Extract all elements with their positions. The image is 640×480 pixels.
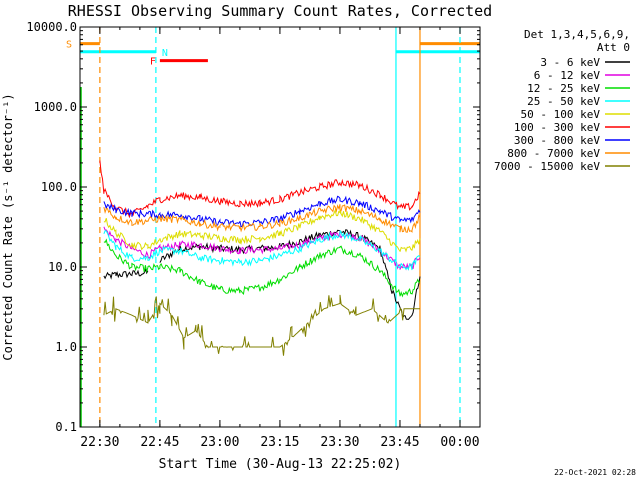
series-line-5 <box>99 160 421 219</box>
y-tick-label: 1000.0 <box>34 100 77 114</box>
legend-label: 12 - 25 keV <box>527 82 600 95</box>
y-tick-label: 10.0 <box>48 260 77 274</box>
x-tick-label: 22:30 <box>80 435 119 450</box>
series-line-7 <box>103 204 421 233</box>
series-line-6 <box>103 195 421 228</box>
x-axis-label: Start Time (30-Aug-13 22:25:02) <box>159 457 402 472</box>
legend-label: 3 - 6 keV <box>540 56 600 69</box>
x-tick-label: 23:00 <box>200 435 239 450</box>
y-axis: 10000.0 1000.0 100.0 10.0 1.0 0.1 <box>26 20 480 434</box>
legend-label: 100 - 300 keV <box>514 121 600 134</box>
series-lines <box>99 160 421 356</box>
y-axis-label: Corrected Count Rate (s⁻¹ detector⁻¹) <box>1 93 15 360</box>
flag-label: S <box>66 40 72 51</box>
x-tick-label: 00:00 <box>440 435 479 450</box>
vertical-markers <box>80 27 461 427</box>
legend-label: 50 - 100 keV <box>521 108 601 121</box>
y-tick-label: 1.0 <box>55 340 77 354</box>
x-tick-label: 22:45 <box>140 435 179 450</box>
series-line-8 <box>103 294 420 356</box>
x-tick-label: 23:15 <box>260 435 299 450</box>
legend-label: 25 - 50 keV <box>527 95 600 108</box>
series-line-0 <box>103 229 421 320</box>
series-line-4 <box>103 208 421 253</box>
chart-title: RHESSI Observing Summary Count Rates, Co… <box>68 2 492 20</box>
y-tick-label: 10000.0 <box>26 20 77 34</box>
legend-header: Det 1,3,4,5,6,9, <box>524 28 630 41</box>
x-tick-label: 23:45 <box>380 435 419 450</box>
y-tick-label: 100.0 <box>41 180 77 194</box>
x-axis: 22:30 22:45 23:00 23:15 23:30 23:45 00:00 <box>80 27 481 450</box>
footer-date: 22-Oct-2021 02:28 <box>554 468 636 477</box>
x-tick-label: 23:30 <box>320 435 359 450</box>
y-tick-label: 0.1 <box>55 420 77 434</box>
flag-label: N <box>162 48 168 59</box>
flag-bars: S NF <box>66 40 480 68</box>
legend-label: 7000 - 15000 keV <box>494 160 600 173</box>
flag-label: F <box>150 57 156 68</box>
series-line-2 <box>103 238 421 298</box>
series-line-3 <box>103 230 421 271</box>
legend-header: Att 0 <box>597 41 630 54</box>
legend-label: 6 - 12 keV <box>534 69 601 82</box>
legend-label: 800 - 7000 keV <box>507 147 600 160</box>
legend-label: 300 - 800 keV <box>514 134 600 147</box>
